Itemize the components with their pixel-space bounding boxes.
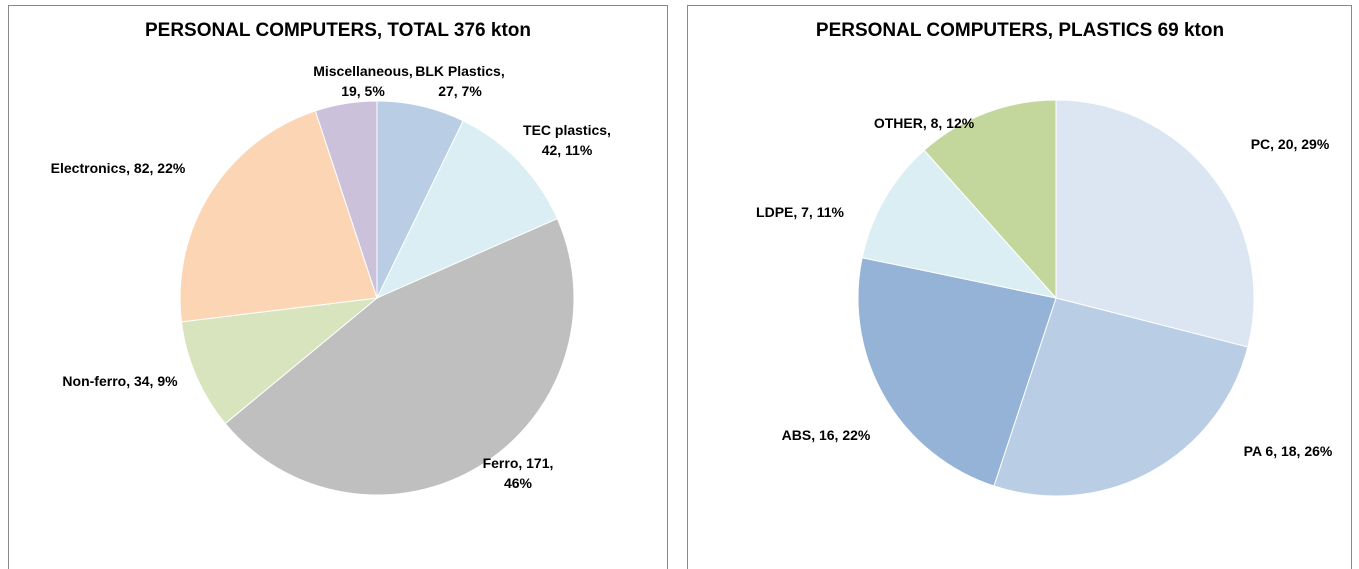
chart-title: PERSONAL COMPUTERS, TOTAL 376 kton (145, 20, 531, 41)
pie-slice (923, 99, 1057, 300)
data-label: Ferro, 171, 46% (483, 455, 554, 491)
data-label: LDPE, 7, 11% (756, 204, 844, 220)
pie-slice (314, 100, 378, 299)
data-label: PC, 20, 29% (1251, 136, 1330, 152)
data-label: BLK Plastics, 27, 7% (415, 63, 504, 99)
data-label-line: TEC plastics, (523, 122, 611, 138)
chart-title: PERSONAL COMPUTERS, PLASTICS 69 kton (816, 20, 1224, 41)
pie-slice (224, 217, 575, 496)
pie-slice (179, 110, 378, 323)
pie-slice (180, 297, 379, 425)
data-label-line: Miscellaneous, (313, 63, 413, 79)
pie-slice (857, 257, 1057, 487)
data-label-line: OTHER, 8, 12% (874, 115, 975, 131)
pie-slice (1055, 99, 1255, 348)
data-label: Electronics, 82, 22% (51, 160, 186, 176)
data-label: Non-ferro, 34, 9% (62, 373, 178, 389)
data-label: TEC plastics, 42, 11% (523, 122, 611, 158)
data-label: PA 6, 18, 26% (1244, 443, 1333, 459)
data-label-line: 27, 7% (438, 83, 482, 99)
pie-slice (993, 297, 1249, 497)
data-label-line: Electronics, 82, 22% (51, 160, 186, 176)
data-label: OTHER, 8, 12% (874, 115, 975, 131)
data-label-line: PA 6, 18, 26% (1244, 443, 1333, 459)
data-label-line: LDPE, 7, 11% (756, 204, 844, 220)
pie-slice (375, 120, 558, 300)
data-label-line: Ferro, 171, (483, 455, 554, 471)
data-label-line: ABS, 16, 22% (782, 427, 871, 443)
data-label: Miscellaneous, 19, 5% (313, 63, 413, 99)
pie-slice (861, 149, 1058, 299)
data-label-line: 42, 11% (542, 142, 593, 158)
data-label-line: Non-ferro, 34, 9% (62, 373, 178, 389)
data-label-line: PC, 20, 29% (1251, 136, 1330, 152)
data-label-line: 19, 5% (341, 83, 385, 99)
data-label: ABS, 16, 22% (782, 427, 871, 443)
data-label-line: BLK Plastics, (415, 63, 504, 79)
data-label-line: 46% (504, 475, 533, 491)
